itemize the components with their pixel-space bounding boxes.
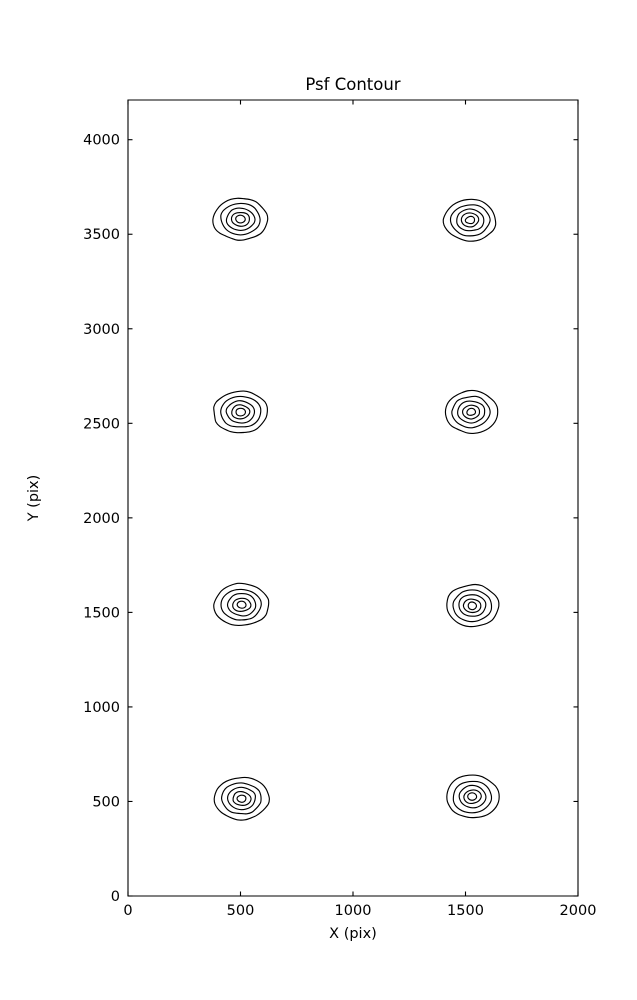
contour-level-ring (232, 597, 252, 612)
y-tick-label: 4000 (83, 133, 120, 149)
contour-level-ring (212, 197, 269, 241)
contour-level-ring (464, 215, 476, 225)
psf-source-contour (444, 389, 499, 435)
y-tick-label: 2500 (83, 416, 120, 432)
contour-level-ring (467, 601, 478, 611)
contour-level-ring (463, 789, 482, 805)
contour-level-ring (226, 592, 257, 617)
contour-level-ring (446, 774, 500, 819)
x-tick-label: 1000 (335, 903, 372, 919)
x-tick-labels-group: 0 500 1000 1500 2000 (123, 903, 596, 919)
contour-level-ring (235, 407, 247, 417)
contour-level-ring (236, 794, 247, 803)
x-tick-label: 2000 (560, 903, 597, 919)
contour-group (212, 197, 500, 821)
contour-level-ring (220, 395, 262, 428)
contour-level-ring (456, 208, 485, 232)
contour-level-ring (452, 589, 493, 623)
contour-level-ring (220, 202, 261, 236)
contour-level-ring (231, 404, 251, 420)
contour-level-ring (213, 390, 268, 434)
y-tick-label: 2000 (83, 511, 120, 527)
contour-level-ring (235, 214, 246, 224)
contour-level-ring (444, 389, 499, 435)
psf-source-contour (446, 774, 500, 819)
psf-source-contour (442, 198, 497, 242)
contour-level-ring (458, 594, 487, 617)
contour-level-ring (458, 784, 487, 809)
y-tick-label: 1000 (83, 700, 120, 716)
psf-source-contour (213, 390, 268, 434)
contour-level-ring (462, 404, 481, 420)
y-tick-label: 3000 (83, 322, 120, 338)
y-tick-label: 3500 (83, 227, 120, 243)
psf-source-contour (213, 582, 270, 627)
y-tick-labels-group: 0 500 1000 1500 2000 2500 3000 3500 4000 (83, 133, 120, 905)
contour-level-ring (446, 583, 500, 628)
x-axis-label: X (pix) (329, 926, 377, 942)
page-title: Psf Contour (305, 75, 400, 94)
x-tick-label: 0 (123, 903, 132, 919)
contour-level-ring (462, 598, 482, 614)
contour-level-ring (466, 407, 477, 416)
contour-level-ring (232, 790, 252, 806)
contour-level-ring (457, 400, 486, 424)
contour-level-ring (236, 600, 247, 609)
y-tick-label: 500 (92, 794, 120, 810)
contour-level-ring (451, 395, 491, 429)
contour-level-ring (460, 212, 480, 228)
x-tick-label: 500 (227, 903, 255, 919)
y-axis-label: Y (pix) (26, 475, 42, 523)
psf-source-contour (213, 776, 270, 821)
contour-level-ring (220, 782, 262, 815)
x-tick-label: 1500 (447, 903, 484, 919)
contour-level-ring (442, 198, 497, 242)
contour-level-ring (230, 211, 250, 227)
contour-level-ring (227, 786, 256, 811)
contour-level-ring (225, 207, 256, 231)
axes-frame (127, 99, 579, 897)
contour-level-ring (213, 582, 270, 627)
contour-level-ring (220, 588, 262, 621)
plot-area-background (128, 100, 578, 896)
contour-level-ring (452, 780, 493, 814)
contour-level-ring (225, 400, 256, 424)
y-tick-label: 0 (111, 889, 120, 905)
psf-source-contour (446, 583, 500, 628)
psf-source-contour (212, 197, 269, 241)
contour-level-ring (449, 204, 491, 237)
contour-level-ring (213, 776, 270, 821)
contour-level-ring (467, 792, 478, 801)
y-tick-label: 1500 (83, 605, 120, 621)
